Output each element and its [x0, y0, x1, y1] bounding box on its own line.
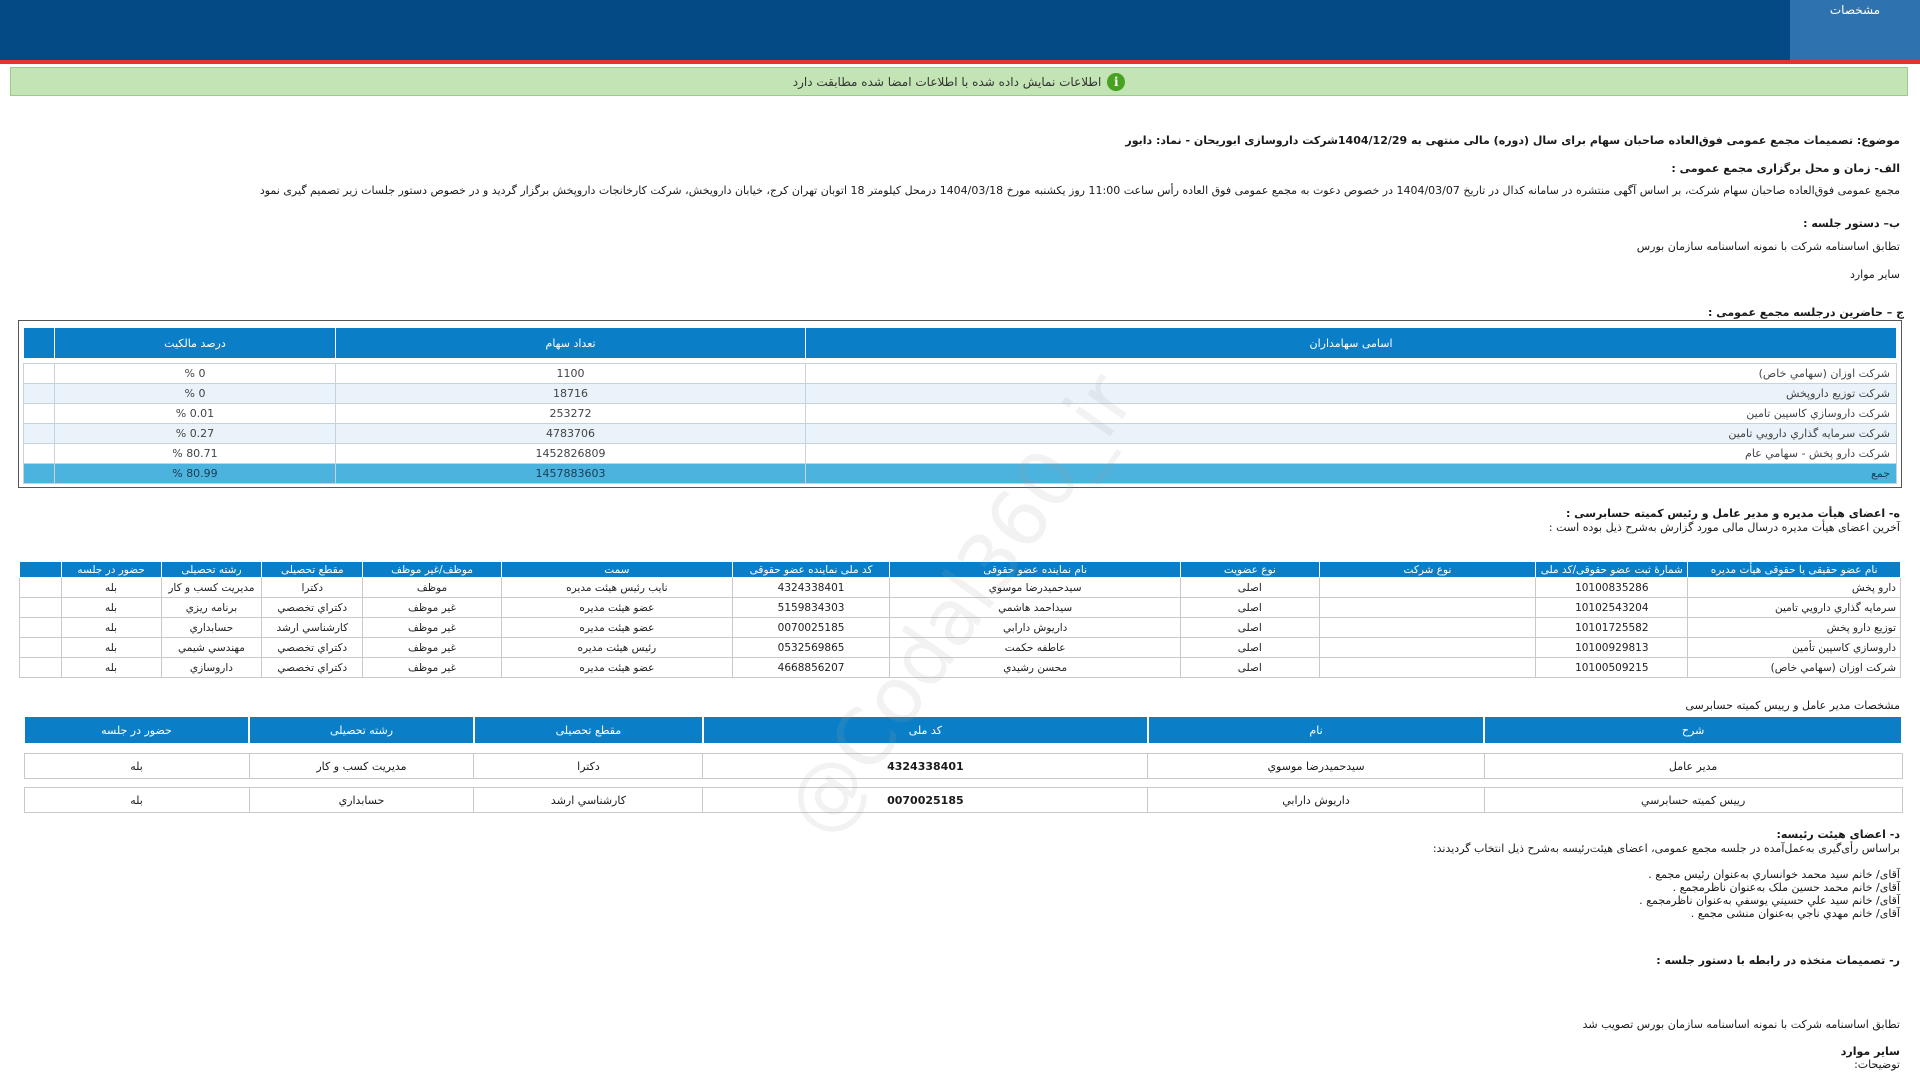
board-members-table: نام عضو حقیقی یا حقوقی هیأت مدیره شمارۀ …: [19, 561, 1901, 678]
table-row: دارو پخش 10100835286 اصلی سیدحمیدرضا موس…: [19, 577, 1901, 598]
table-row: شرکت اوزان (سهامي خاص) 10100509215 اصلی …: [19, 657, 1901, 678]
shareholders-table: اسامی سهامداران تعداد سهام درصد مالکیت ش…: [23, 327, 1897, 484]
col-header: کد ملی نماینده عضو حقوقی: [731, 561, 891, 578]
verification-notice: i اطلاعات نمایش داده شده با اطلاعات امضا…: [10, 67, 1908, 96]
col-header: موظف/غیر موظف: [362, 561, 502, 578]
section-a-text: مجمع عمومی فوق‌العاده صاحبان سهام شرکت، …: [259, 184, 1900, 197]
col-header: حضور در جلسه: [60, 561, 162, 578]
section-b-title: ب– دستور جلسه :: [1803, 217, 1900, 230]
table-row: توزیع دارو پخش 10101725582 اصلی داريوش د…: [19, 617, 1901, 638]
col-header: شرح: [1483, 715, 1903, 745]
section-h-title: ه- اعضای هیأت مدیره و مدیر عامل و رئیس ک…: [1565, 507, 1900, 520]
table-total-row: جمع 1457883603 80.99 %: [23, 463, 1897, 484]
col-header: مقطع تحصیلی: [261, 561, 364, 578]
presidium-member: آقای/ خانم مهدي ناجي به‌عنوان منشی مجمع …: [1690, 907, 1900, 920]
table-row: سرمايه گذاري دارويي تامين 10102543204 اص…: [19, 597, 1901, 618]
col-header: سمت: [500, 561, 733, 578]
shareholders-table-frame: اسامی سهامداران تعداد سهام درصد مالکیت ش…: [18, 320, 1902, 488]
table-row: مدیر عامل سیدحمیدرضا موسوي 4324338401 دک…: [23, 753, 1903, 779]
section-d-title: د- اعضای هیئت رئیسه:: [1776, 828, 1900, 841]
table-row: شرکت اوزان (سهامي خاص) 1100 0 %: [23, 363, 1897, 384]
table-row: داروسازي کاسپين تأمين 10100929813 اصلی ع…: [19, 637, 1901, 658]
col-header: تعداد سهام: [335, 327, 807, 359]
col-header: درصد مالکیت: [53, 327, 337, 359]
section-a-title: الف- زمان و محل برگزاری مجمع عمومی :: [1671, 162, 1900, 175]
col-header: مقطع تحصیلی: [472, 715, 704, 745]
col-header: رشته تحصیلی: [248, 715, 475, 745]
col-header-empty: [23, 327, 55, 359]
col-header-empty: [19, 561, 62, 578]
col-header: نام: [1146, 715, 1486, 745]
col-header: نوع عضویت: [1180, 561, 1320, 578]
presidium-member: آقای/ خانم سيد محمد خوانساري به‌عنوان رئ…: [1648, 868, 1900, 881]
table-row: شرکت دارو پخش - سهامي عام 1452826809 80.…: [23, 443, 1897, 464]
ceo-audit-table: شرح نام کد ملی مقطع تحصیلی رشته تحصیلی ح…: [23, 715, 1903, 813]
report-subject: موضوع: تصمیمات مجمع عمومی فوق‌العاده صاح…: [1125, 134, 1900, 147]
notice-text: اطلاعات نمایش داده شده با اطلاعات امضا ش…: [792, 74, 1102, 89]
info-check-icon: i: [1107, 72, 1126, 91]
decision-text: تطابق اساسنامه شرکت با نمونه اساسنامه سا…: [1582, 1018, 1900, 1031]
col-header: اسامی سهامداران: [805, 327, 1897, 359]
presidium-member: آقای/ خانم سيد علي حسيني يوسفي به‌عنوان …: [1639, 894, 1900, 907]
section-h-subtitle: آخرین اعضای هیأت مدیره درسال مالی مورد گ…: [1548, 521, 1900, 534]
top-navigation-bar: مشخصات: [0, 0, 1920, 64]
col-header: حضور در جلسه: [23, 715, 250, 745]
tab-details[interactable]: مشخصات: [1790, 0, 1920, 60]
section-r-title: ر- تصمیمات متخذه در رابطه با دستور جلسه …: [1656, 954, 1900, 967]
col-header: شمارۀ ثبت عضو حقوقی/کد ملی: [1535, 561, 1689, 578]
agenda-item: تطابق اساسنامه شرکت با نمونه اساسنامه سا…: [1636, 240, 1900, 253]
other-items-title: سایر موارد: [1840, 1045, 1900, 1058]
ceo-table-title: مشخصات مدیر عامل و رییس کمیته حسابرسی: [1685, 699, 1900, 712]
table-row: شرکت داروسازي کاسپين تامين 253272 0.01 %: [23, 403, 1897, 424]
col-header: نام عضو حقیقی یا حقوقی هیأت مدیره: [1687, 561, 1901, 578]
col-header: نوع شرکت: [1318, 561, 1537, 578]
agenda-item: سایر موارد: [1849, 268, 1900, 281]
table-row: شرکت توزیع داروپخش 18716 0 %: [23, 383, 1897, 404]
col-header: کد ملی: [701, 715, 1149, 745]
section-c-title: ج – حاضرین درجلسه مجمع عمومی :: [1708, 306, 1904, 319]
table-row: شرکت سرمايه گذاري دارويي تامين 4783706 0…: [23, 423, 1897, 444]
section-d-intro: براساس رأی‌گیری به‌عمل‌آمده در جلسه مجمع…: [1432, 842, 1900, 855]
table-row: رييس کميته حسابرسي داريوش دارابي 0070025…: [23, 787, 1903, 813]
presidium-member: آقای/ خانم محمد حسين ملک به‌عنوان ناظرمج…: [1672, 881, 1900, 894]
col-header: نام نماینده عضو حقوقی: [889, 561, 1182, 578]
col-header: رشته تحصیلی: [160, 561, 263, 578]
notes-label: توضیحات:: [1854, 1058, 1900, 1071]
